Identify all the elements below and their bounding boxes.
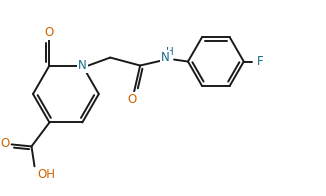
Text: H: H xyxy=(166,47,174,57)
Text: F: F xyxy=(257,55,263,68)
Text: O: O xyxy=(45,26,54,39)
Text: OH: OH xyxy=(37,168,55,181)
Text: O: O xyxy=(127,93,137,106)
Text: O: O xyxy=(0,137,9,150)
Text: N: N xyxy=(78,59,87,72)
Text: N: N xyxy=(161,51,170,64)
